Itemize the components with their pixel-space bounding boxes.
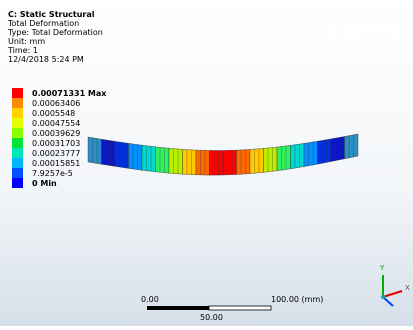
beam-element xyxy=(264,147,278,172)
legend-swatch xyxy=(12,138,23,148)
legend-swatch xyxy=(12,178,23,188)
beam-element xyxy=(345,134,359,159)
scale-middle: 50.00 xyxy=(200,313,223,322)
triad-x-label: X xyxy=(405,284,410,292)
beam-element xyxy=(156,147,170,173)
scale-start: 0.00 xyxy=(141,295,159,304)
header-title: C: Static Structural xyxy=(8,10,95,19)
legend-label: 0.00031703 xyxy=(32,139,80,148)
triad-y-label: Y xyxy=(379,264,385,272)
legend-label: 0 Min xyxy=(32,179,57,188)
scale-segment xyxy=(147,306,209,310)
beam-element xyxy=(277,145,291,170)
header-line: 12/4/2018 5:24 PM xyxy=(8,55,84,64)
legend-label: 0.00039629 xyxy=(32,129,80,138)
beam-element xyxy=(129,143,143,170)
logo-version: R18.2 xyxy=(376,45,405,56)
beam-element xyxy=(291,143,305,168)
legend-swatch xyxy=(12,128,23,138)
beam-element xyxy=(169,148,183,174)
legend-swatch xyxy=(12,88,23,98)
header-line: Total Deformation xyxy=(7,19,79,28)
viewport: C: Static Structural Total DeformationTy… xyxy=(0,0,413,326)
legend-swatch xyxy=(12,98,23,108)
beam-element xyxy=(304,141,318,166)
beam-element xyxy=(318,139,332,164)
logo-name: ANSYS xyxy=(326,21,405,45)
beam-element xyxy=(196,150,210,175)
header-line: Unit: mm xyxy=(8,37,45,46)
beam-element xyxy=(183,149,197,175)
page: C: Static Structural Total DeformationTy… xyxy=(0,0,413,326)
beam-element xyxy=(115,141,129,168)
scale-segment xyxy=(209,306,271,310)
beam-element xyxy=(223,150,237,175)
legend-label: 0.00063406 xyxy=(32,99,80,108)
legend-label: 7.9257e-5 xyxy=(32,169,73,178)
header-line: Type: Total Deformation xyxy=(7,28,103,37)
legend-swatch xyxy=(12,158,23,168)
legend-swatch xyxy=(12,108,23,118)
beam-element xyxy=(210,150,224,175)
beam-element xyxy=(250,148,264,173)
scale-end: 100.00 (mm) xyxy=(271,295,323,304)
beam-element xyxy=(237,149,251,174)
beam-element xyxy=(102,139,116,166)
legend-label: 0.00071331 Max xyxy=(32,89,107,98)
triad-origin xyxy=(381,295,385,299)
legend-label: 0.00047554 xyxy=(32,119,80,128)
beam-element xyxy=(88,137,102,164)
header-line: Time: 1 xyxy=(7,46,38,55)
beam-element xyxy=(331,136,345,161)
legend-label: 0.00023777 xyxy=(32,149,80,158)
legend-swatch xyxy=(12,168,23,178)
legend-swatch xyxy=(12,148,23,158)
legend-swatch xyxy=(12,118,23,128)
beam-element xyxy=(142,145,156,172)
legend-label: 0.0005548 xyxy=(32,109,75,118)
legend-label: 0.00015851 xyxy=(32,159,80,168)
